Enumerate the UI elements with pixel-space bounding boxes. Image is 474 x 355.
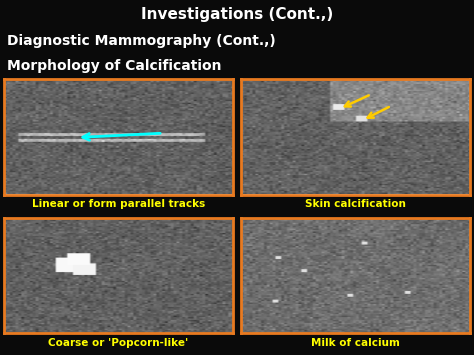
Text: Investigations (Cont.,): Investigations (Cont.,) bbox=[141, 6, 333, 22]
Text: Linear or form parallel tracks: Linear or form parallel tracks bbox=[32, 200, 205, 209]
Text: Skin calcification: Skin calcification bbox=[305, 200, 406, 209]
Text: Milk of calcium: Milk of calcium bbox=[311, 338, 400, 348]
Text: Coarse or 'Popcorn-like': Coarse or 'Popcorn-like' bbox=[48, 338, 189, 348]
Text: Diagnostic Mammography (Cont.,): Diagnostic Mammography (Cont.,) bbox=[7, 34, 276, 48]
Text: Morphology of Calcification: Morphology of Calcification bbox=[7, 59, 222, 73]
